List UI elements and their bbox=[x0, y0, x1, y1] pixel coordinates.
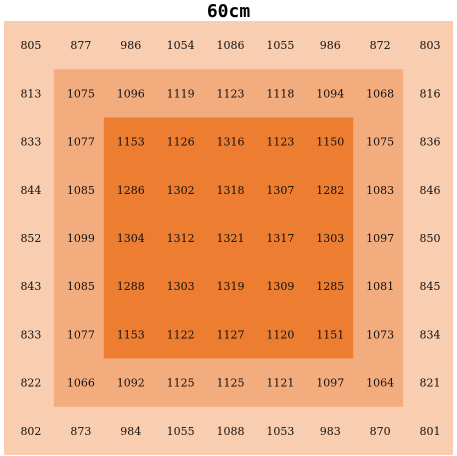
cell-value: 1088 bbox=[217, 425, 245, 438]
cell-value: 1068 bbox=[366, 87, 394, 100]
cell-value: 1288 bbox=[117, 280, 145, 293]
cell-value: 1121 bbox=[266, 377, 294, 390]
cell-value: 1282 bbox=[316, 184, 344, 197]
cell-value: 1077 bbox=[67, 328, 95, 341]
cell-value: 1054 bbox=[167, 39, 195, 52]
cell-value: 1086 bbox=[217, 39, 245, 52]
cell-value: 822 bbox=[20, 377, 41, 390]
cell-value: 1125 bbox=[167, 377, 195, 390]
cell-value: 1309 bbox=[266, 280, 294, 293]
cell-value: 1123 bbox=[217, 87, 245, 100]
cell-value: 1285 bbox=[316, 280, 344, 293]
cell-value: 1321 bbox=[217, 232, 245, 245]
cell-value: 1304 bbox=[117, 232, 145, 245]
cell-value: 1118 bbox=[266, 87, 294, 100]
cell-value: 870 bbox=[370, 425, 391, 438]
cell-value: 844 bbox=[20, 184, 41, 197]
cell-value: 1303 bbox=[167, 280, 195, 293]
cell-value: 877 bbox=[70, 39, 91, 52]
cell-value: 1085 bbox=[67, 184, 95, 197]
cell-value: 986 bbox=[120, 39, 141, 52]
cell-value: 802 bbox=[20, 425, 41, 438]
cell-value: 1092 bbox=[117, 377, 145, 390]
cell-value: 1126 bbox=[167, 136, 195, 149]
cell-value: 986 bbox=[320, 39, 341, 52]
cell-value: 845 bbox=[420, 280, 441, 293]
cell-value: 1122 bbox=[167, 328, 195, 341]
cell-value: 873 bbox=[70, 425, 91, 438]
cell-value: 834 bbox=[420, 328, 441, 341]
cell-value: 1099 bbox=[67, 232, 95, 245]
cell-value: 833 bbox=[20, 136, 41, 149]
cell-value: 1097 bbox=[366, 232, 394, 245]
cell-value: 846 bbox=[420, 184, 441, 197]
cell-value: 1286 bbox=[117, 184, 145, 197]
cell-value: 1066 bbox=[67, 377, 95, 390]
cell-value: 1053 bbox=[266, 425, 294, 438]
cell-value: 1094 bbox=[316, 87, 344, 100]
cell-value: 1096 bbox=[117, 87, 145, 100]
cell-value: 1150 bbox=[316, 136, 344, 149]
zone-inner bbox=[103, 117, 354, 359]
cell-value: 1097 bbox=[316, 377, 344, 390]
cell-value: 1312 bbox=[167, 232, 195, 245]
cell-value: 821 bbox=[420, 377, 441, 390]
cell-value: 843 bbox=[20, 280, 41, 293]
cell-value: 1153 bbox=[117, 328, 145, 341]
cell-value: 1125 bbox=[217, 377, 245, 390]
cell-value: 872 bbox=[370, 39, 391, 52]
cell-value: 816 bbox=[420, 87, 441, 100]
chart-title: 60cm bbox=[206, 1, 251, 22]
cell-value: 1055 bbox=[167, 425, 195, 438]
cell-value: 1302 bbox=[167, 184, 195, 197]
cell-value: 1075 bbox=[366, 136, 394, 149]
cell-value: 1153 bbox=[117, 136, 145, 149]
cell-value: 1064 bbox=[366, 377, 394, 390]
cell-value: 983 bbox=[320, 425, 341, 438]
cell-value: 1075 bbox=[67, 87, 95, 100]
cell-value: 1085 bbox=[67, 280, 95, 293]
cell-value: 1120 bbox=[266, 328, 294, 341]
cell-value: 1151 bbox=[316, 328, 344, 341]
cell-value: 1127 bbox=[217, 328, 245, 341]
cell-value: 801 bbox=[420, 425, 441, 438]
cell-value: 1077 bbox=[67, 136, 95, 149]
cell-value: 1319 bbox=[217, 280, 245, 293]
cell-value: 1317 bbox=[266, 232, 294, 245]
cell-value: 984 bbox=[120, 425, 141, 438]
cell-value: 1123 bbox=[266, 136, 294, 149]
cell-value: 836 bbox=[420, 136, 441, 149]
cell-value: 805 bbox=[20, 39, 41, 52]
cell-value: 1081 bbox=[366, 280, 394, 293]
cell-value: 1303 bbox=[316, 232, 344, 245]
cell-value: 833 bbox=[20, 328, 41, 341]
cell-value: 1316 bbox=[217, 136, 245, 149]
cell-value: 1318 bbox=[217, 184, 245, 197]
cell-value: 1307 bbox=[266, 184, 294, 197]
cell-value: 850 bbox=[420, 232, 441, 245]
cell-value: 1083 bbox=[366, 184, 394, 197]
cell-value: 1073 bbox=[366, 328, 394, 341]
cell-value: 852 bbox=[20, 232, 41, 245]
cell-value: 1119 bbox=[167, 87, 195, 100]
cell-value: 803 bbox=[420, 39, 441, 52]
cell-value: 1055 bbox=[266, 39, 294, 52]
cell-value: 813 bbox=[20, 87, 41, 100]
